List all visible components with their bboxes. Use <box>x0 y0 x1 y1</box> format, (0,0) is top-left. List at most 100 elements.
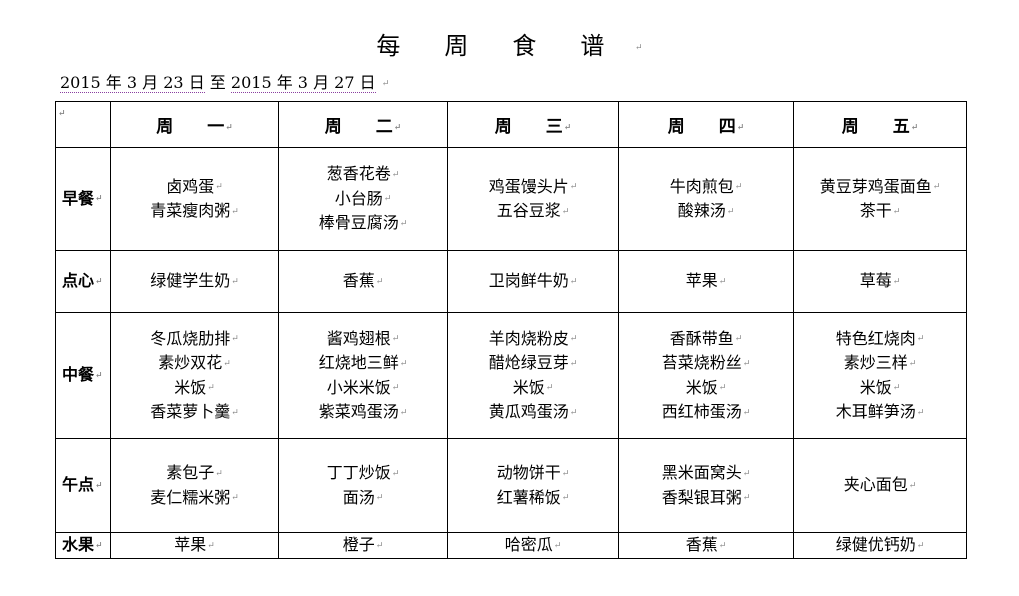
menu-cell: 苹果 <box>618 250 794 313</box>
menu-item: 紫菜鸡蛋汤 <box>279 400 447 425</box>
meal-label-text: 午点 <box>62 475 103 494</box>
date-start: 2015 年 3 月 23 日 <box>60 73 205 93</box>
corner-cell <box>55 101 111 148</box>
menu-item: 香蕉 <box>619 535 793 556</box>
menu-item: 橙子 <box>279 535 447 556</box>
menu-item: 黄瓜鸡蛋汤 <box>448 400 618 425</box>
meal-label: 早餐 <box>55 147 111 251</box>
day-label: 周 二 <box>325 117 402 137</box>
menu-item: 青菜瘦肉粥 <box>111 199 278 224</box>
meal-row: 水果苹果橙子哈密瓜香蕉绿健优钙奶 <box>55 532 967 559</box>
day-header: 周 四 <box>618 101 794 148</box>
menu-item: 绿健优钙奶 <box>794 535 966 556</box>
menu-item: 香梨银耳粥 <box>619 486 793 511</box>
menu-cell: 香蕉 <box>618 532 794 559</box>
menu-cell: 丁丁炒饭面汤 <box>278 438 448 533</box>
menu-item: 酸辣汤 <box>619 199 793 224</box>
menu-item: 羊肉烧粉皮 <box>448 327 618 352</box>
page-title: 每周食谱 <box>0 26 1019 61</box>
menu-cell: 鸡蛋馒头片五谷豆浆 <box>447 147 619 251</box>
menu-cell: 动物饼干红薯稀饭 <box>447 438 619 533</box>
menu-cell: 苹果 <box>110 532 279 559</box>
menu-cell: 卫岗鲜牛奶 <box>447 250 619 313</box>
title-char: 每 <box>376 32 401 60</box>
menu-item: 香菜萝卜羹 <box>111 400 278 425</box>
date-end: 2015 年 3 月 27 日 <box>230 73 376 93</box>
menu-item: 米饭 <box>111 376 278 401</box>
title-char: 周 <box>444 32 469 60</box>
menu-item: 木耳鲜笋汤 <box>794 400 966 425</box>
menu-item: 苹果 <box>111 535 278 556</box>
menu-item: 黑米面窝头 <box>619 461 793 486</box>
menu-cell: 哈密瓜 <box>447 532 619 559</box>
menu-cell: 冬瓜烧肋排素炒双花米饭香菜萝卜羹 <box>110 312 279 439</box>
menu-item: 五谷豆浆 <box>448 199 618 224</box>
title-char: 谱 <box>580 32 605 60</box>
menu-cell: 草莓 <box>793 250 967 313</box>
menu-item: 红薯稀饭 <box>448 486 618 511</box>
menu-item: 动物饼干 <box>448 461 618 486</box>
day-header: 周 一 <box>110 101 279 148</box>
menu-table: 周 一 周 二 周 三 周 四 周 五 早餐卤鸡蛋青菜瘦肉粥葱香花卷小台肠棒骨豆腐汤鸡蛋… <box>55 101 967 559</box>
menu-item: 米饭 <box>619 376 793 401</box>
menu-item: 香酥带鱼 <box>619 327 793 352</box>
menu-cell: 绿健优钙奶 <box>793 532 967 559</box>
menu-item: 夹心面包 <box>794 473 966 498</box>
day-label: 周 一 <box>156 117 233 137</box>
menu-cell: 牛肉煎包酸辣汤 <box>618 147 794 251</box>
menu-item: 黄豆芽鸡蛋面鱼 <box>794 175 966 200</box>
menu-item: 哈密瓜 <box>448 535 618 556</box>
menu-item: 冬瓜烧肋排 <box>111 327 278 352</box>
menu-cell: 葱香花卷小台肠棒骨豆腐汤 <box>278 147 448 251</box>
menu-item: 卤鸡蛋 <box>111 175 278 200</box>
menu-item: 丁丁炒饭 <box>279 461 447 486</box>
menu-item: 草莓 <box>794 269 966 294</box>
meal-label-text: 中餐 <box>62 365 103 384</box>
meal-row: 中餐冬瓜烧肋排素炒双花米饭香菜萝卜羹酱鸡翅根红烧地三鲜小米米饭紫菜鸡蛋汤羊肉烧粉… <box>55 312 967 439</box>
menu-item: 苔菜烧粉丝 <box>619 351 793 376</box>
date-range: 2015 年 3 月 23 日 至 2015 年 3 月 27 日 <box>60 69 389 93</box>
menu-item: 素炒三样 <box>794 351 966 376</box>
day-label: 周 五 <box>842 117 919 137</box>
menu-cell: 香蕉 <box>278 250 448 313</box>
menu-cell: 香酥带鱼苔菜烧粉丝米饭西红柿蛋汤 <box>618 312 794 439</box>
menu-item: 面汤 <box>279 486 447 511</box>
menu-item: 卫岗鲜牛奶 <box>448 269 618 294</box>
meal-label: 中餐 <box>55 312 111 439</box>
menu-item: 素炒双花 <box>111 351 278 376</box>
menu-item: 葱香花卷 <box>279 162 447 187</box>
meal-row: 点心绿健学生奶香蕉卫岗鲜牛奶苹果草莓 <box>55 250 967 313</box>
menu-item: 绿健学生奶 <box>111 269 278 294</box>
menu-cell: 绿健学生奶 <box>110 250 279 313</box>
menu-cell: 黄豆芽鸡蛋面鱼茶干 <box>793 147 967 251</box>
menu-cell: 羊肉烧粉皮醋炝绿豆芽米饭黄瓜鸡蛋汤 <box>447 312 619 439</box>
menu-cell: 特色红烧肉素炒三样米饭木耳鲜笋汤 <box>793 312 967 439</box>
menu-item: 醋炝绿豆芽 <box>448 351 618 376</box>
day-label: 周 四 <box>668 117 745 137</box>
title-char: 食 <box>512 32 537 60</box>
menu-cell: 橙子 <box>278 532 448 559</box>
date-separator: 至 <box>209 73 226 92</box>
menu-cell: 酱鸡翅根红烧地三鲜小米米饭紫菜鸡蛋汤 <box>278 312 448 439</box>
menu-item: 苹果 <box>619 269 793 294</box>
meal-label: 午点 <box>55 438 111 533</box>
menu-item: 鸡蛋馒头片 <box>448 175 618 200</box>
menu-item: 特色红烧肉 <box>794 327 966 352</box>
meal-label: 水果 <box>55 532 111 559</box>
day-label: 周 三 <box>495 117 572 137</box>
meal-row: 早餐卤鸡蛋青菜瘦肉粥葱香花卷小台肠棒骨豆腐汤鸡蛋馒头片五谷豆浆牛肉煎包酸辣汤黄豆… <box>55 147 967 251</box>
menu-cell: 卤鸡蛋青菜瘦肉粥 <box>110 147 279 251</box>
day-header: 周 二 <box>278 101 448 148</box>
menu-item: 米饭 <box>448 376 618 401</box>
menu-cell: 素包子麦仁糯米粥 <box>110 438 279 533</box>
menu-item: 西红柿蛋汤 <box>619 400 793 425</box>
menu-item: 酱鸡翅根 <box>279 327 447 352</box>
menu-item: 茶干 <box>794 199 966 224</box>
meal-row: 午点素包子麦仁糯米粥丁丁炒饭面汤动物饼干红薯稀饭黑米面窝头香梨银耳粥夹心面包 <box>55 438 967 533</box>
meal-label-text: 水果 <box>62 535 103 554</box>
menu-cell: 夹心面包 <box>793 438 967 533</box>
meal-label: 点心 <box>55 250 111 313</box>
menu-item: 小米米饭 <box>279 376 447 401</box>
menu-item: 素包子 <box>111 461 278 486</box>
menu-item: 棒骨豆腐汤 <box>279 211 447 236</box>
